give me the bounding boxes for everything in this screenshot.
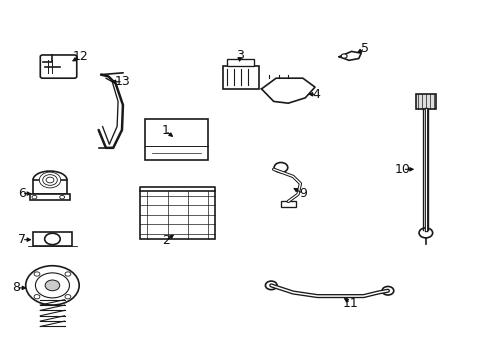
- Text: 7: 7: [18, 233, 26, 246]
- Circle shape: [44, 233, 60, 245]
- Circle shape: [34, 294, 40, 299]
- Circle shape: [418, 228, 432, 238]
- Text: 1: 1: [162, 124, 169, 137]
- Bar: [33, 180, 67, 194]
- Bar: [222, 66, 259, 89]
- Circle shape: [45, 280, 60, 291]
- Text: 2: 2: [162, 234, 169, 247]
- Circle shape: [65, 294, 71, 299]
- Bar: [415, 94, 435, 109]
- Circle shape: [265, 281, 277, 290]
- Circle shape: [46, 177, 54, 183]
- Circle shape: [35, 273, 69, 298]
- Circle shape: [60, 195, 64, 199]
- Bar: [281, 202, 295, 207]
- Bar: [227, 59, 254, 66]
- FancyBboxPatch shape: [40, 55, 77, 78]
- Circle shape: [34, 272, 40, 276]
- Text: 13: 13: [115, 75, 131, 88]
- Bar: [144, 119, 207, 160]
- Text: 5: 5: [360, 42, 368, 55]
- Polygon shape: [261, 78, 314, 103]
- Polygon shape: [339, 51, 361, 60]
- Text: 10: 10: [394, 163, 409, 176]
- Text: 8: 8: [12, 282, 20, 294]
- Circle shape: [32, 195, 37, 199]
- Circle shape: [39, 172, 61, 188]
- Bar: [33, 232, 72, 246]
- Circle shape: [274, 162, 287, 172]
- Circle shape: [381, 287, 393, 295]
- Circle shape: [26, 266, 79, 305]
- Circle shape: [42, 175, 57, 185]
- Text: 3: 3: [235, 49, 243, 62]
- Circle shape: [65, 272, 71, 276]
- Bar: [30, 194, 70, 200]
- Text: 9: 9: [298, 187, 306, 200]
- Text: 11: 11: [342, 297, 358, 310]
- Text: 6: 6: [18, 187, 26, 200]
- Text: 12: 12: [72, 50, 88, 63]
- Bar: [140, 191, 215, 239]
- Circle shape: [341, 54, 346, 58]
- Text: 4: 4: [312, 88, 320, 101]
